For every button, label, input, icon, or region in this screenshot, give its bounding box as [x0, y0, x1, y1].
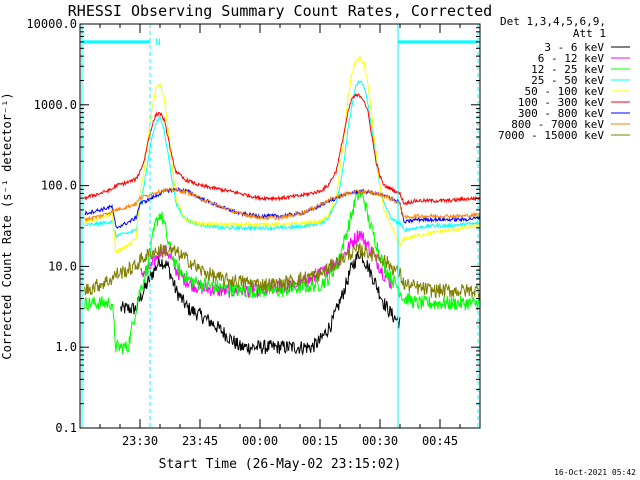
legend-label: 7000 - 15000 keV: [498, 129, 604, 142]
series-line-7000-15000-kev: [84, 241, 481, 299]
y-tick-label: 1000.0: [34, 98, 77, 112]
x-tick-label: 00:45: [422, 434, 458, 448]
y-tick-label: 0.1: [55, 421, 77, 435]
series-line-800-7000-kev: [84, 186, 481, 222]
legend-label: 25 - 50 keV: [531, 74, 604, 87]
series-line-100-300-kev: [84, 93, 481, 206]
legend-label: 50 - 100 keV: [525, 85, 605, 98]
x-tick-label: 23:30: [122, 434, 158, 448]
x-tick-label: 00:00: [242, 434, 278, 448]
y-tick-label: 10.0: [48, 259, 77, 273]
series-line-300-800-kev: [84, 186, 481, 229]
y-tick-label: 10000.0: [26, 17, 77, 31]
legend-label: 300 - 800 keV: [518, 107, 604, 120]
series-layer: [84, 55, 481, 356]
eclipse-label: N: [155, 38, 160, 48]
y-axis-label: Corrected Count Rate (s⁻¹ detector⁻¹): [0, 92, 14, 359]
series-line-50-100-kev: [84, 55, 481, 254]
y-tick-label: 100.0: [41, 179, 77, 193]
series-line-3-6-kev: [120, 251, 401, 356]
x-tick-label: 00:15: [302, 434, 338, 448]
legend-label: 100 - 300 keV: [518, 96, 604, 109]
x-axis: 23:30 23:45 00:00 00:15 00:30 00:45: [79, 24, 481, 448]
legend-label: 800 - 7000 keV: [511, 118, 604, 131]
plot-frame: [79, 23, 481, 429]
y-tick-label: 1.0: [55, 340, 77, 354]
chart-title: RHESSI Observing Summary Count Rates, Co…: [68, 2, 492, 20]
x-axis-label: Start Time (26-May-02 23:15:02): [159, 457, 402, 472]
legend-header: Det 1,3,4,5,6,9,: [500, 15, 606, 28]
legend-label: 6 - 12 keV: [538, 52, 605, 65]
footer-timestamp: 16-Oct-2021 05:42: [554, 468, 636, 477]
legend-label: 12 - 25 keV: [531, 63, 604, 76]
annotation-layer: N: [81, 24, 479, 428]
x-tick-label: 00:30: [362, 434, 398, 448]
y-axis: 0.1 1.0 10.0 100.0 1000.0 10000.0: [26, 17, 480, 435]
x-tick-label: 23:45: [182, 434, 218, 448]
legend-label: 3 - 6 keV: [544, 41, 604, 54]
series-line-25-50-kev: [84, 80, 481, 239]
legend-header: Att 1: [573, 27, 606, 40]
